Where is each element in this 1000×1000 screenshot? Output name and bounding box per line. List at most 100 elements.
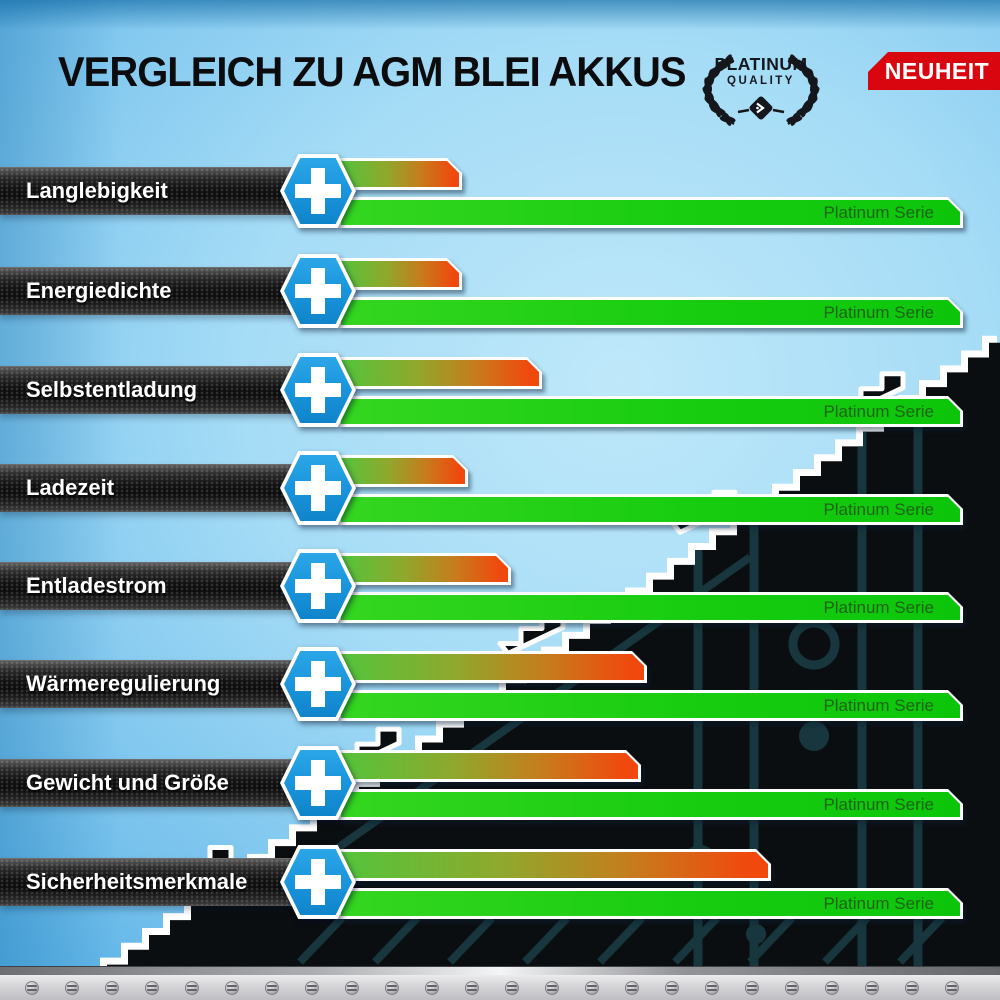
- platinum-serie-bar: Platinum Serie: [338, 789, 963, 820]
- platinum-bar-fill: Platinum Serie: [341, 792, 960, 817]
- screw-icon: [545, 981, 559, 995]
- platinum-serie-bar: Platinum Serie: [338, 396, 963, 427]
- agm-comparison-bar: [338, 158, 462, 190]
- laurel-wreath-icon: [702, 54, 820, 126]
- screw-icon: [745, 981, 759, 995]
- plus-hexagon-icon: [280, 154, 356, 228]
- platinum-bar-label: Platinum Serie: [823, 203, 934, 222]
- category-label: Entladestrom: [26, 573, 167, 598]
- screw-icon: [145, 981, 159, 995]
- comparison-row: Gewicht und Größe Platinum Serie: [0, 745, 1000, 821]
- plus-hexagon-icon: [280, 746, 356, 820]
- agm-bar-fill: [341, 753, 638, 779]
- plus-hexagon-icon: [280, 353, 356, 427]
- platinum-serie-bar: Platinum Serie: [338, 690, 963, 721]
- comparison-row: Langlebigkeit Platinum Serie: [0, 153, 1000, 229]
- agm-comparison-bar: [338, 750, 641, 782]
- plus-hexagon-icon: [280, 254, 356, 328]
- screw-icon: [505, 981, 519, 995]
- category-label: Gewicht und Größe: [26, 770, 229, 795]
- platinum-bar-label: Platinum Serie: [823, 402, 934, 421]
- platinum-bar-label: Platinum Serie: [823, 598, 934, 617]
- metal-ruler-strip: [0, 966, 1000, 1000]
- screw-icon: [305, 981, 319, 995]
- quality-badge-subtitle: QUALITY: [727, 75, 795, 87]
- screw-icon: [825, 981, 839, 995]
- screw-icon: [865, 981, 879, 995]
- category-label: Langlebigkeit: [26, 178, 168, 203]
- plus-icon: [295, 481, 341, 495]
- platinum-bar-fill: Platinum Serie: [341, 891, 960, 916]
- agm-comparison-bar: [338, 258, 462, 290]
- platinum-bar-label: Platinum Serie: [823, 795, 934, 814]
- category-label: Selbstentladung: [26, 377, 198, 402]
- comparison-row: Selbstentladung Platinum Serie: [0, 352, 1000, 428]
- platinum-bar-label: Platinum Serie: [823, 696, 934, 715]
- platinum-bar-fill: Platinum Serie: [341, 200, 960, 225]
- category-label: Energiedichte: [26, 278, 172, 303]
- agm-bar-fill: [341, 458, 465, 484]
- screw-icon: [625, 981, 639, 995]
- plus-icon: [295, 677, 341, 691]
- plus-icon: [295, 284, 341, 298]
- platinum-serie-bar: Platinum Serie: [338, 592, 963, 623]
- screw-icon: [785, 981, 799, 995]
- screw-icon: [465, 981, 479, 995]
- agm-comparison-bar: [338, 651, 647, 683]
- agm-bar-fill: [341, 852, 768, 878]
- platinum-bar-fill: Platinum Serie: [341, 399, 960, 424]
- agm-bar-fill: [341, 556, 508, 582]
- plus-hexagon-icon: [280, 647, 356, 721]
- agm-comparison-bar: [338, 455, 468, 487]
- platinum-bar-label: Platinum Serie: [823, 303, 934, 322]
- comparison-row: Sicherheitsmerkmale Platinum Serie: [0, 844, 1000, 920]
- category-label: Wärmeregulierung: [26, 671, 221, 696]
- platinum-serie-bar: Platinum Serie: [338, 297, 963, 328]
- agm-bar-fill: [341, 654, 644, 680]
- platinum-bar-fill: Platinum Serie: [341, 595, 960, 620]
- platinum-serie-bar: Platinum Serie: [338, 888, 963, 919]
- screw-icon: [705, 981, 719, 995]
- screw-icon: [65, 981, 79, 995]
- comparison-row: Ladezeit Platinum Serie: [0, 450, 1000, 526]
- screw-icon: [105, 981, 119, 995]
- screw-icon: [425, 981, 439, 995]
- platinum-quality-badge: PLATINUM QUALITY: [676, 42, 846, 138]
- plus-icon: [295, 875, 341, 889]
- agm-bar-fill: [341, 360, 539, 386]
- category-label: Ladezeit: [26, 475, 115, 500]
- agm-bar-fill: [341, 261, 459, 287]
- ruler-top-edge: [0, 966, 1000, 975]
- platinum-bar-fill: Platinum Serie: [341, 693, 960, 718]
- platinum-serie-bar: Platinum Serie: [338, 197, 963, 228]
- screw-icon: [185, 981, 199, 995]
- comparison-row: Energiedichte Platinum Serie: [0, 253, 1000, 329]
- agm-comparison-bar: [338, 849, 771, 881]
- agm-comparison-bar: [338, 553, 511, 585]
- plus-icon: [295, 383, 341, 397]
- plus-icon: [295, 184, 341, 198]
- plus-hexagon-icon: [280, 451, 356, 525]
- screw-icon: [385, 981, 399, 995]
- quality-badge-title: PLATINUM: [714, 54, 808, 74]
- screw-icon: [945, 981, 959, 995]
- platinum-serie-bar: Platinum Serie: [338, 494, 963, 525]
- comparison-row: Wärmeregulierung Platinum Serie: [0, 646, 1000, 722]
- screw-icon: [585, 981, 599, 995]
- plus-hexagon-icon: [280, 549, 356, 623]
- comparison-row: Entladestrom Platinum Serie: [0, 548, 1000, 624]
- screw-icon: [905, 981, 919, 995]
- page-title: VERGLEICH ZU AGM BLEI AKKUS: [58, 48, 686, 95]
- platinum-bar-label: Platinum Serie: [823, 500, 934, 519]
- platinum-bar-fill: Platinum Serie: [341, 300, 960, 325]
- screw-icon: [665, 981, 679, 995]
- platinum-bar-fill: Platinum Serie: [341, 497, 960, 522]
- screw-icon: [225, 981, 239, 995]
- screw-icon: [265, 981, 279, 995]
- category-label: Sicherheitsmerkmale: [26, 869, 248, 894]
- platinum-bar-label: Platinum Serie: [823, 894, 934, 913]
- plus-icon: [295, 776, 341, 790]
- agm-comparison-bar: [338, 357, 542, 389]
- plus-icon: [295, 579, 341, 593]
